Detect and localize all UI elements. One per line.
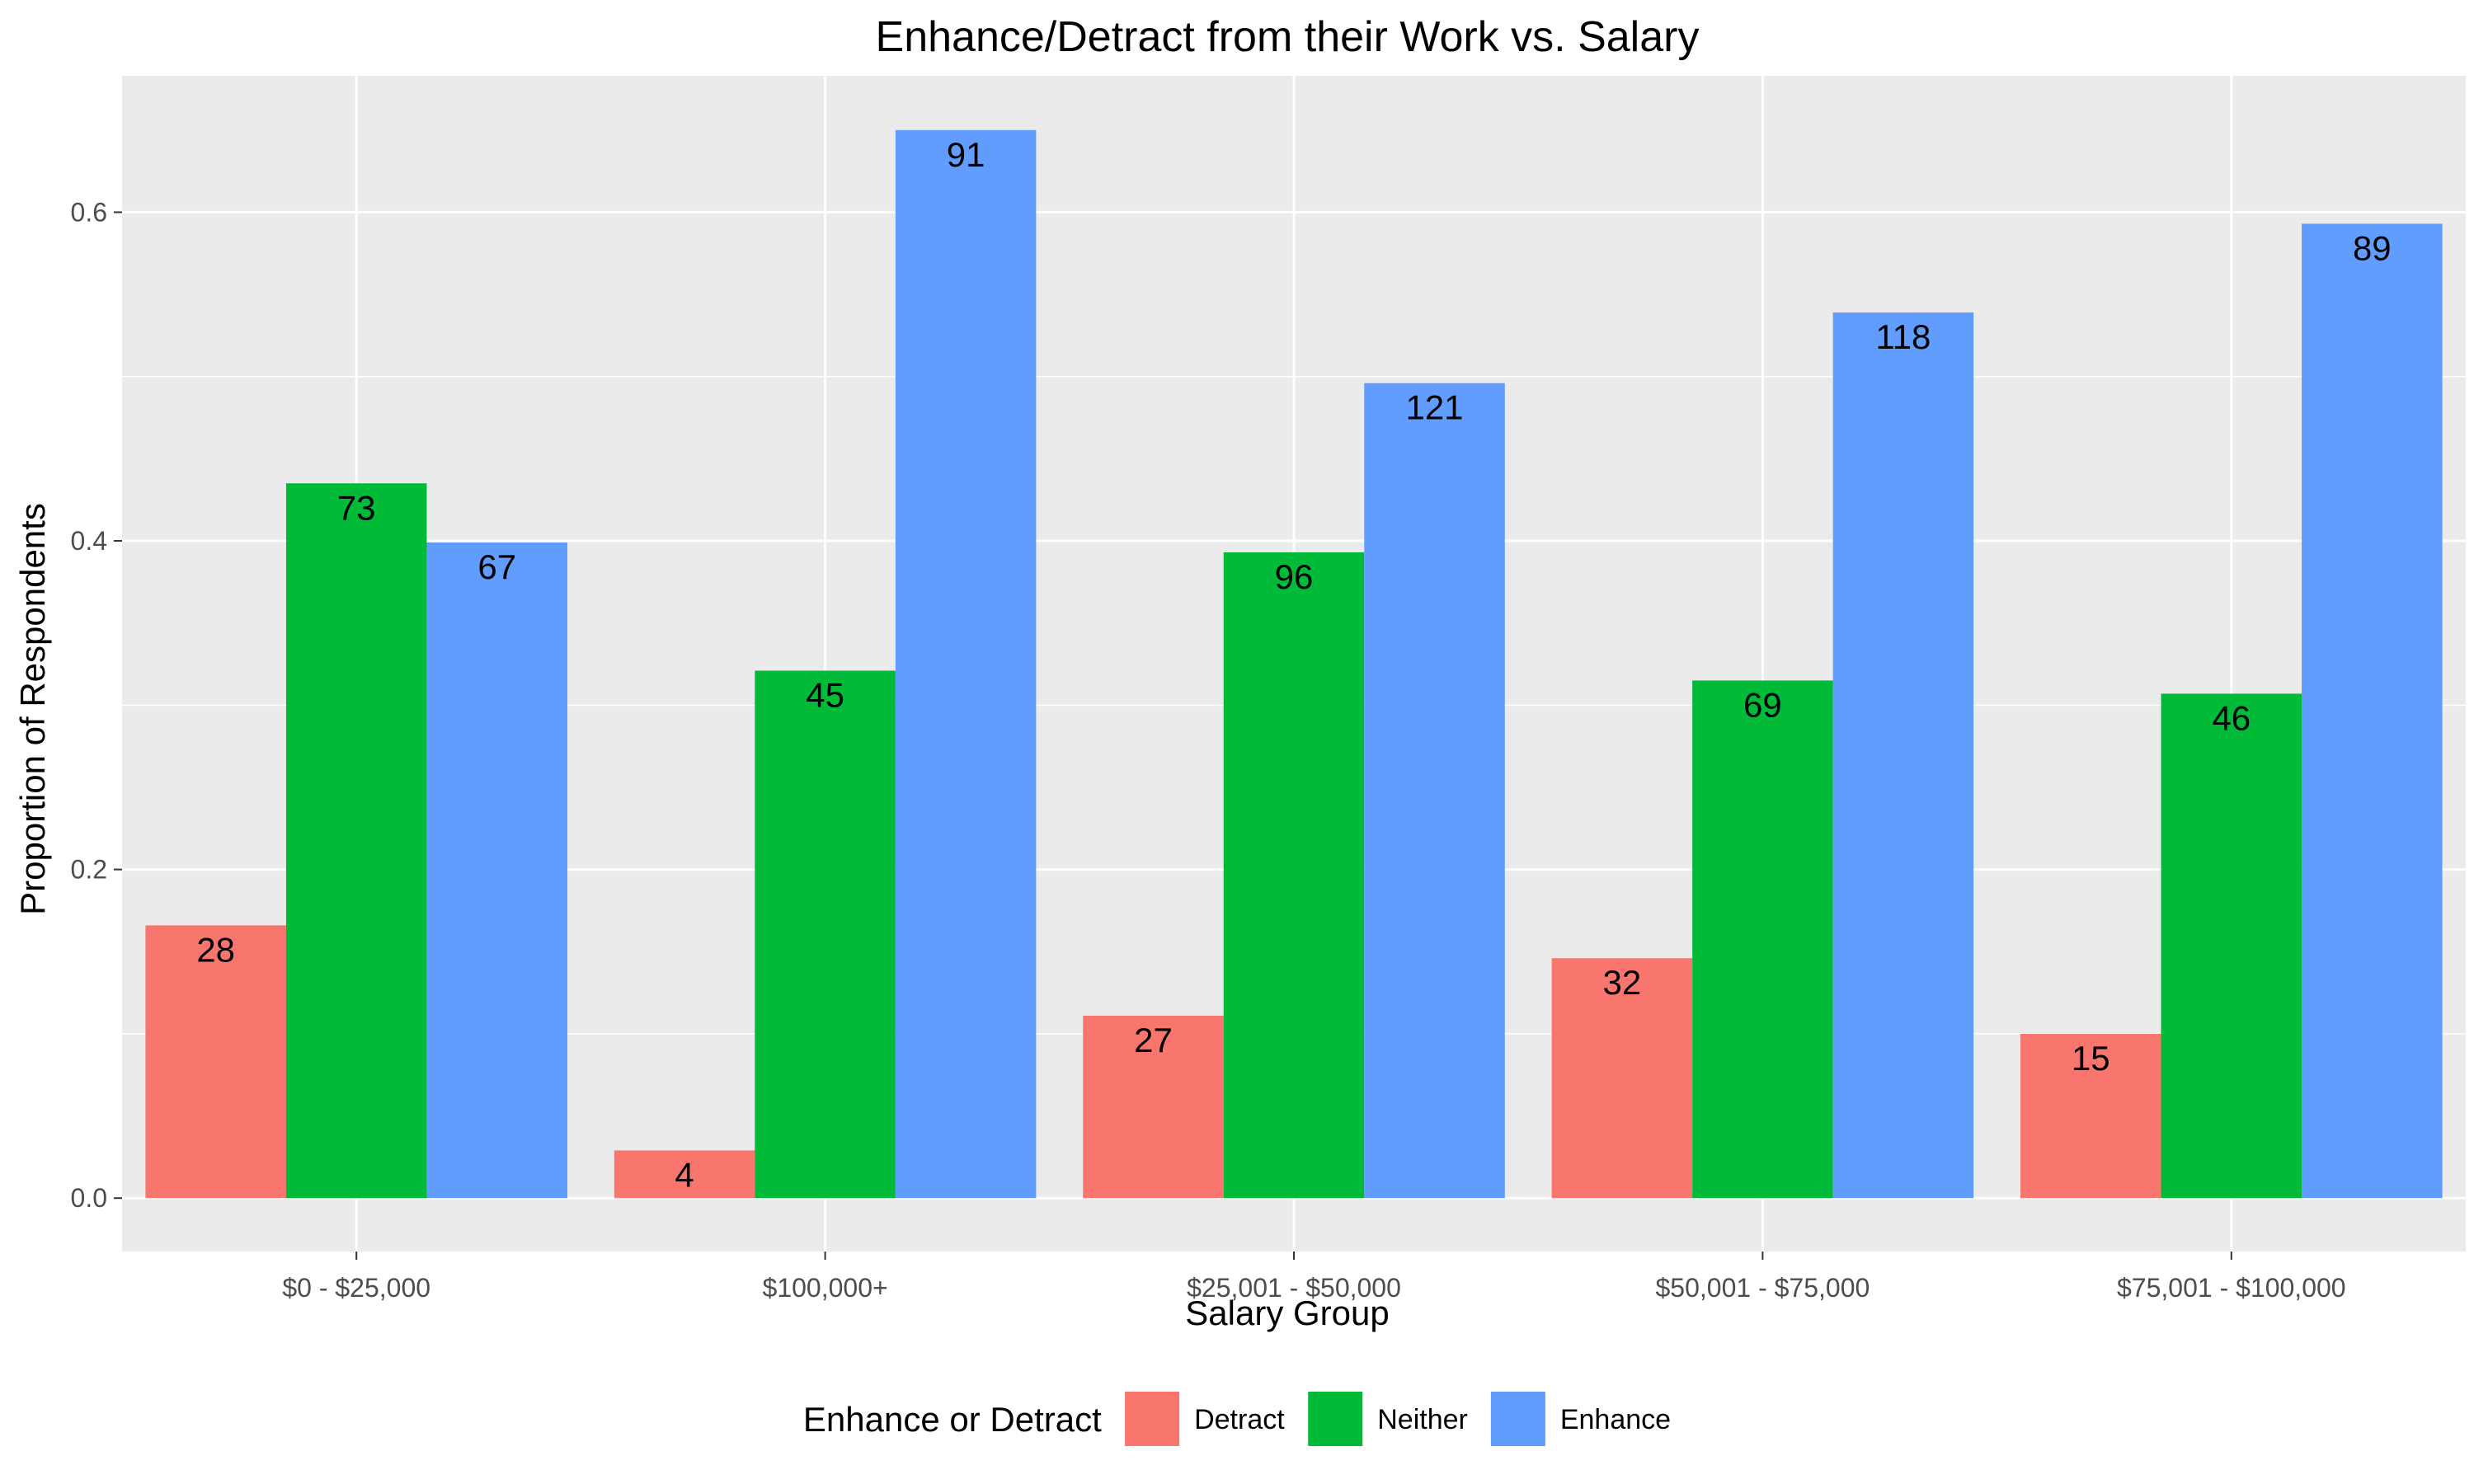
bar-neither xyxy=(1223,552,1365,1199)
bar-detract xyxy=(614,1150,755,1199)
bar-enhance xyxy=(426,542,567,1199)
bar-value-label: 15 xyxy=(2072,1039,2110,1078)
bars-layer xyxy=(145,129,2443,1199)
bar-detract xyxy=(1551,958,1693,1199)
legend-key-neither xyxy=(1308,1392,1363,1446)
bar-enhance xyxy=(1364,383,1505,1199)
bar-value-label: 69 xyxy=(1743,685,1782,724)
x-tick-label: $0 - $25,000 xyxy=(282,1273,430,1303)
bar-value-label: 27 xyxy=(1134,1021,1173,1059)
y-tick-label: 0.4 xyxy=(71,526,107,556)
x-axis: $0 - $25,000 $100,000+ $25,001 - $50,000 $5… xyxy=(282,1252,2346,1303)
x-tick-label: $25,001 - $50,000 xyxy=(1187,1273,1401,1303)
y-axis-title: Proportion of Respondents xyxy=(13,503,52,915)
bar-value-label: 28 xyxy=(196,930,235,969)
bar-neither xyxy=(2161,693,2302,1199)
legend-label-neither: Neither xyxy=(1377,1404,1468,1435)
y-axis: 0.0 0.2 0.4 0.6 xyxy=(71,197,122,1213)
bar-labels-layer: 28 73 67 4 45 91 27 96 121 32 69 118 15 46 89 xyxy=(196,135,2391,1195)
bar-enhance xyxy=(2302,223,2443,1199)
bar-value-label: 73 xyxy=(337,488,376,527)
y-tick-label: 0.6 xyxy=(71,197,107,227)
bar-value-label: 32 xyxy=(1603,963,1642,1002)
legend-label-detract: Detract xyxy=(1194,1404,1285,1435)
bar-value-label: 67 xyxy=(477,547,516,586)
chart-title: Enhance/Detract from their Work vs. Sala… xyxy=(876,13,1700,61)
bar-neither xyxy=(755,670,896,1199)
bar-enhance xyxy=(1832,312,1974,1199)
legend: Enhance or Detract Detract Neither Enhance xyxy=(803,1392,1671,1446)
bar-value-label: 96 xyxy=(1275,557,1314,596)
bar-value-label: 46 xyxy=(2212,698,2251,737)
bar-enhance xyxy=(895,129,1037,1199)
legend-title: Enhance or Detract xyxy=(803,1400,1102,1439)
x-axis-title: Salary Group xyxy=(1185,1294,1389,1332)
bar-value-label: 4 xyxy=(675,1155,694,1194)
bar-detract xyxy=(2020,1033,2161,1199)
y-tick-label: 0.0 xyxy=(71,1183,107,1213)
legend-label-enhance: Enhance xyxy=(1560,1404,1671,1435)
bar-value-label: 118 xyxy=(1875,317,1931,356)
bar-value-label: 89 xyxy=(2353,228,2392,267)
x-tick-label: $100,000+ xyxy=(763,1273,888,1303)
x-tick-label: $75,001 - $100,000 xyxy=(2117,1273,2346,1303)
bar-detract xyxy=(1083,1016,1224,1199)
bar-neither xyxy=(1692,680,1833,1199)
legend-key-detract xyxy=(1125,1392,1180,1446)
y-tick-label: 0.2 xyxy=(71,855,107,885)
bar-value-label: 121 xyxy=(1405,388,1463,427)
x-tick-label: $50,001 - $75,000 xyxy=(1656,1273,1870,1303)
legend-key-enhance xyxy=(1490,1392,1545,1446)
bar-detract xyxy=(145,925,286,1199)
bar-neither xyxy=(285,483,427,1199)
bar-value-label: 91 xyxy=(947,135,985,174)
bar-value-label: 45 xyxy=(806,675,844,714)
